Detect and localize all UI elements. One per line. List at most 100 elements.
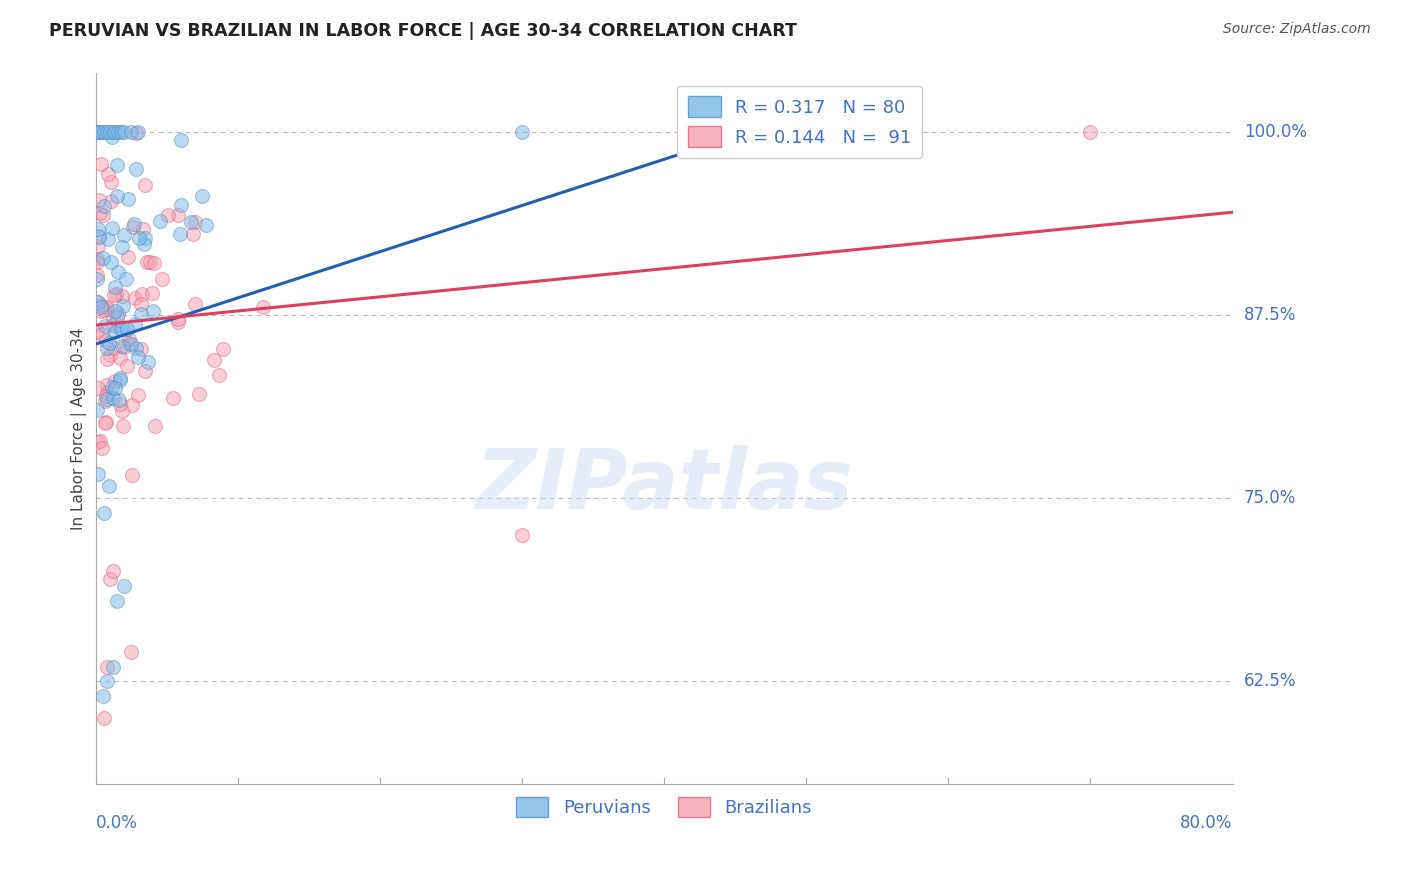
- Point: [86, 268, 108, 282]
- Point: [208, 368, 231, 382]
- Point: [120, 645, 142, 659]
- Point: [129, 297, 152, 311]
- Point: [91, 689, 114, 703]
- Text: 75.0%: 75.0%: [1244, 489, 1296, 507]
- Text: 100.0%: 100.0%: [1244, 122, 1306, 141]
- Point: [90, 304, 112, 318]
- Point: [110, 125, 132, 139]
- Point: [100, 175, 122, 189]
- Point: [93, 417, 115, 431]
- Point: [510, 125, 533, 139]
- Point: [86, 272, 108, 286]
- Point: [143, 418, 166, 433]
- Point: [191, 188, 214, 202]
- Point: [87, 125, 110, 139]
- Point: [94, 318, 117, 333]
- Point: [121, 398, 143, 412]
- Point: [93, 199, 115, 213]
- Point: [142, 304, 165, 318]
- Point: [87, 295, 110, 310]
- Point: [87, 239, 110, 253]
- Point: [125, 126, 148, 140]
- Point: [184, 215, 207, 229]
- Point: [96, 301, 118, 316]
- Point: [101, 379, 124, 393]
- Point: [111, 240, 134, 254]
- Point: [124, 291, 146, 305]
- Point: [120, 337, 142, 351]
- Point: [162, 391, 184, 405]
- Point: [134, 364, 156, 378]
- Point: [86, 222, 108, 236]
- Point: [94, 334, 117, 348]
- Point: [103, 288, 125, 302]
- Point: [132, 237, 155, 252]
- Point: [252, 301, 274, 315]
- Point: [100, 220, 122, 235]
- Point: [96, 125, 118, 139]
- Point: [112, 125, 135, 139]
- Point: [157, 208, 180, 222]
- Point: [87, 467, 110, 481]
- Point: [117, 332, 139, 346]
- Point: [127, 350, 149, 364]
- Point: [118, 336, 141, 351]
- Point: [167, 315, 190, 329]
- Point: [170, 133, 193, 147]
- Point: [96, 392, 118, 406]
- Point: [188, 386, 211, 401]
- Point: [87, 230, 110, 244]
- Point: [86, 255, 108, 269]
- Point: [103, 374, 125, 388]
- Point: [117, 192, 139, 206]
- Point: [1080, 125, 1102, 139]
- Point: [143, 256, 166, 270]
- Point: [96, 300, 118, 314]
- Point: [129, 342, 152, 356]
- Point: [96, 659, 118, 673]
- Point: [87, 125, 110, 139]
- Point: [202, 353, 225, 368]
- Point: [108, 397, 131, 411]
- Text: ZIPatlas: ZIPatlas: [475, 445, 853, 525]
- Point: [180, 215, 202, 229]
- Point: [110, 289, 132, 303]
- Y-axis label: In Labor Force | Age 30-34: In Labor Force | Age 30-34: [72, 327, 87, 530]
- Point: [107, 310, 129, 324]
- Point: [93, 506, 115, 520]
- Point: [111, 339, 134, 353]
- Point: [84, 125, 107, 139]
- Point: [97, 335, 120, 350]
- Point: [107, 307, 129, 321]
- Point: [184, 297, 207, 311]
- Point: [96, 351, 118, 366]
- Text: 0.0%: 0.0%: [96, 814, 138, 832]
- Point: [127, 125, 149, 139]
- Point: [86, 324, 108, 338]
- Point: [86, 252, 108, 266]
- Point: [181, 227, 204, 242]
- Point: [108, 351, 131, 365]
- Point: [107, 125, 129, 139]
- Point: [117, 322, 139, 336]
- Point: [111, 322, 134, 336]
- Point: [134, 231, 156, 245]
- Point: [96, 385, 118, 400]
- Text: PERUVIAN VS BRAZILIAN IN LABOR FORCE | AGE 30-34 CORRELATION CHART: PERUVIAN VS BRAZILIAN IN LABOR FORCE | A…: [49, 22, 797, 40]
- Point: [103, 318, 125, 333]
- Point: [98, 348, 121, 362]
- Point: [104, 304, 127, 318]
- Point: [93, 303, 115, 318]
- Point: [101, 130, 124, 145]
- Point: [101, 310, 124, 325]
- Point: [91, 251, 114, 265]
- Point: [129, 307, 152, 321]
- Point: [97, 167, 120, 181]
- Point: [105, 287, 128, 301]
- Point: [84, 125, 107, 139]
- Point: [101, 391, 124, 405]
- Point: [117, 250, 139, 264]
- Point: [90, 298, 112, 312]
- Point: [104, 125, 127, 139]
- Text: 87.5%: 87.5%: [1244, 306, 1296, 324]
